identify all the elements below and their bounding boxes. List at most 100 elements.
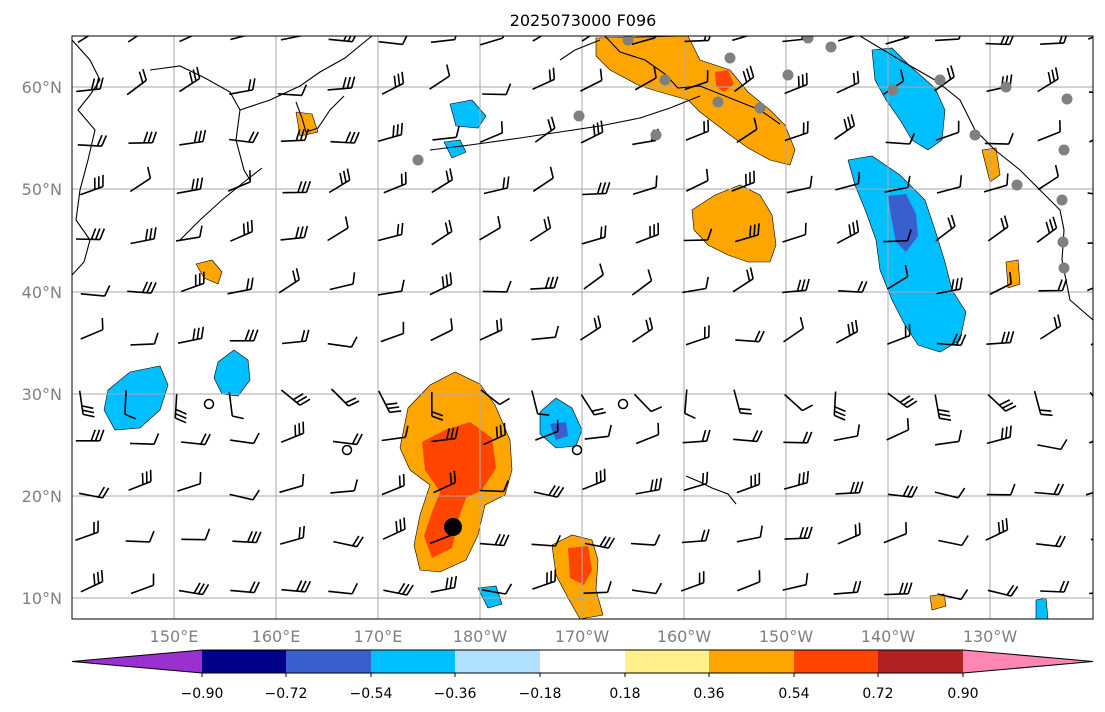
wind-barb (934, 394, 952, 421)
wind-barb (935, 120, 960, 142)
wind-barb (534, 116, 556, 143)
wind-barb (784, 121, 809, 142)
wind-barb (1089, 391, 1093, 398)
wind-barb (681, 529, 710, 544)
lat-label: 20°N (22, 487, 62, 506)
wind-barb (936, 175, 963, 194)
positive-anomaly-midpacific (691, 184, 777, 263)
wind-barb (1088, 440, 1093, 444)
wind-barb (1040, 36, 1067, 45)
wind-barb (883, 522, 908, 544)
wind-barb (80, 174, 104, 196)
station-dot (712, 96, 724, 108)
wind-barb (128, 131, 158, 144)
station-dot (1061, 93, 1073, 105)
wind-barb (280, 389, 311, 406)
wind-barb (279, 525, 305, 545)
wind-barb (175, 225, 203, 242)
wind-barb (181, 528, 211, 541)
wind-barb (987, 215, 1009, 242)
wind-barb (429, 64, 451, 90)
wind-barb (531, 390, 550, 416)
positive-anomaly-east-small (929, 593, 947, 611)
wind-barb (330, 131, 360, 144)
wind-barb (330, 388, 360, 407)
wind-barb (328, 168, 351, 194)
wind-barb (124, 390, 137, 420)
wind-barb (733, 430, 763, 443)
coast-alaska (559, 36, 781, 125)
negative-anomaly-southeast (1035, 597, 1049, 619)
wind-barb (682, 429, 711, 444)
wind-barb (479, 480, 509, 493)
anomaly-shading (103, 36, 1049, 619)
wind-barb (1037, 67, 1059, 93)
lon-label: 140°W (861, 627, 916, 646)
wind-barb (682, 276, 709, 294)
negative-anomaly-gulf (871, 47, 946, 151)
wind-barb (78, 486, 110, 499)
open-circle-marker (341, 444, 353, 456)
colorbar-tick-label: 0.18 (609, 686, 640, 702)
wind-barb (784, 526, 813, 540)
wind-barb (837, 36, 858, 42)
wind-barb (333, 535, 364, 548)
station-dot (934, 74, 946, 86)
wind-barb (431, 219, 453, 246)
wind-barb (532, 67, 556, 91)
wind-barb (479, 216, 501, 241)
negative-anomaly-bering (449, 99, 487, 129)
positive-anomaly-coast (981, 147, 1001, 183)
colorbar-tick-label: 0.54 (778, 686, 809, 702)
wind-barb (377, 279, 405, 296)
wind-barb (1037, 438, 1068, 451)
negative-anomaly-southwest (477, 585, 503, 609)
wind-barb (382, 517, 406, 540)
wind-barb (430, 36, 457, 44)
wind-barb (1086, 287, 1093, 292)
wind-barb (685, 119, 710, 141)
station-dot (825, 41, 837, 53)
wind-barb (733, 65, 755, 93)
wind-barb (127, 36, 139, 43)
wind-barb (377, 390, 402, 414)
station-dot (659, 74, 671, 86)
wind-barb (784, 72, 808, 95)
strong-anomaly-south (568, 546, 592, 585)
coast-kamchatka (295, 95, 345, 133)
wind-barb (885, 132, 916, 145)
wind-barb (125, 530, 155, 543)
wind-barb (1036, 216, 1058, 243)
wind-barb (886, 418, 910, 441)
wind-barb (987, 584, 1019, 597)
wind-barb (783, 471, 809, 490)
wind-barb (80, 285, 111, 297)
colorbar (71, 649, 1094, 677)
wind-barb (128, 469, 152, 492)
wind-barb (584, 535, 616, 549)
wind-barb (80, 569, 104, 593)
wind-barb (684, 36, 711, 43)
wind-barb (535, 419, 559, 441)
wind-barb (683, 228, 713, 242)
wind-barb (580, 120, 604, 144)
wind-barb (329, 272, 356, 291)
wind-barb (935, 36, 961, 42)
wind-barb (228, 392, 244, 420)
wind-barb (934, 65, 955, 92)
wind-barb (635, 222, 660, 244)
wind-barb (330, 479, 359, 494)
open-circle-marker (617, 398, 629, 410)
wind-barb (635, 477, 663, 495)
wind-barb (378, 122, 403, 142)
station-dot (1000, 81, 1012, 93)
coast-siberia (149, 36, 373, 181)
wind-barb (433, 470, 457, 494)
wind-barb (835, 319, 859, 344)
wind-barb (632, 317, 654, 343)
wind-barb (782, 278, 810, 294)
wind-barb (1085, 491, 1093, 496)
wind-barb (229, 432, 260, 445)
lat-label: 30°N (22, 385, 62, 404)
wind-barb (887, 392, 918, 409)
